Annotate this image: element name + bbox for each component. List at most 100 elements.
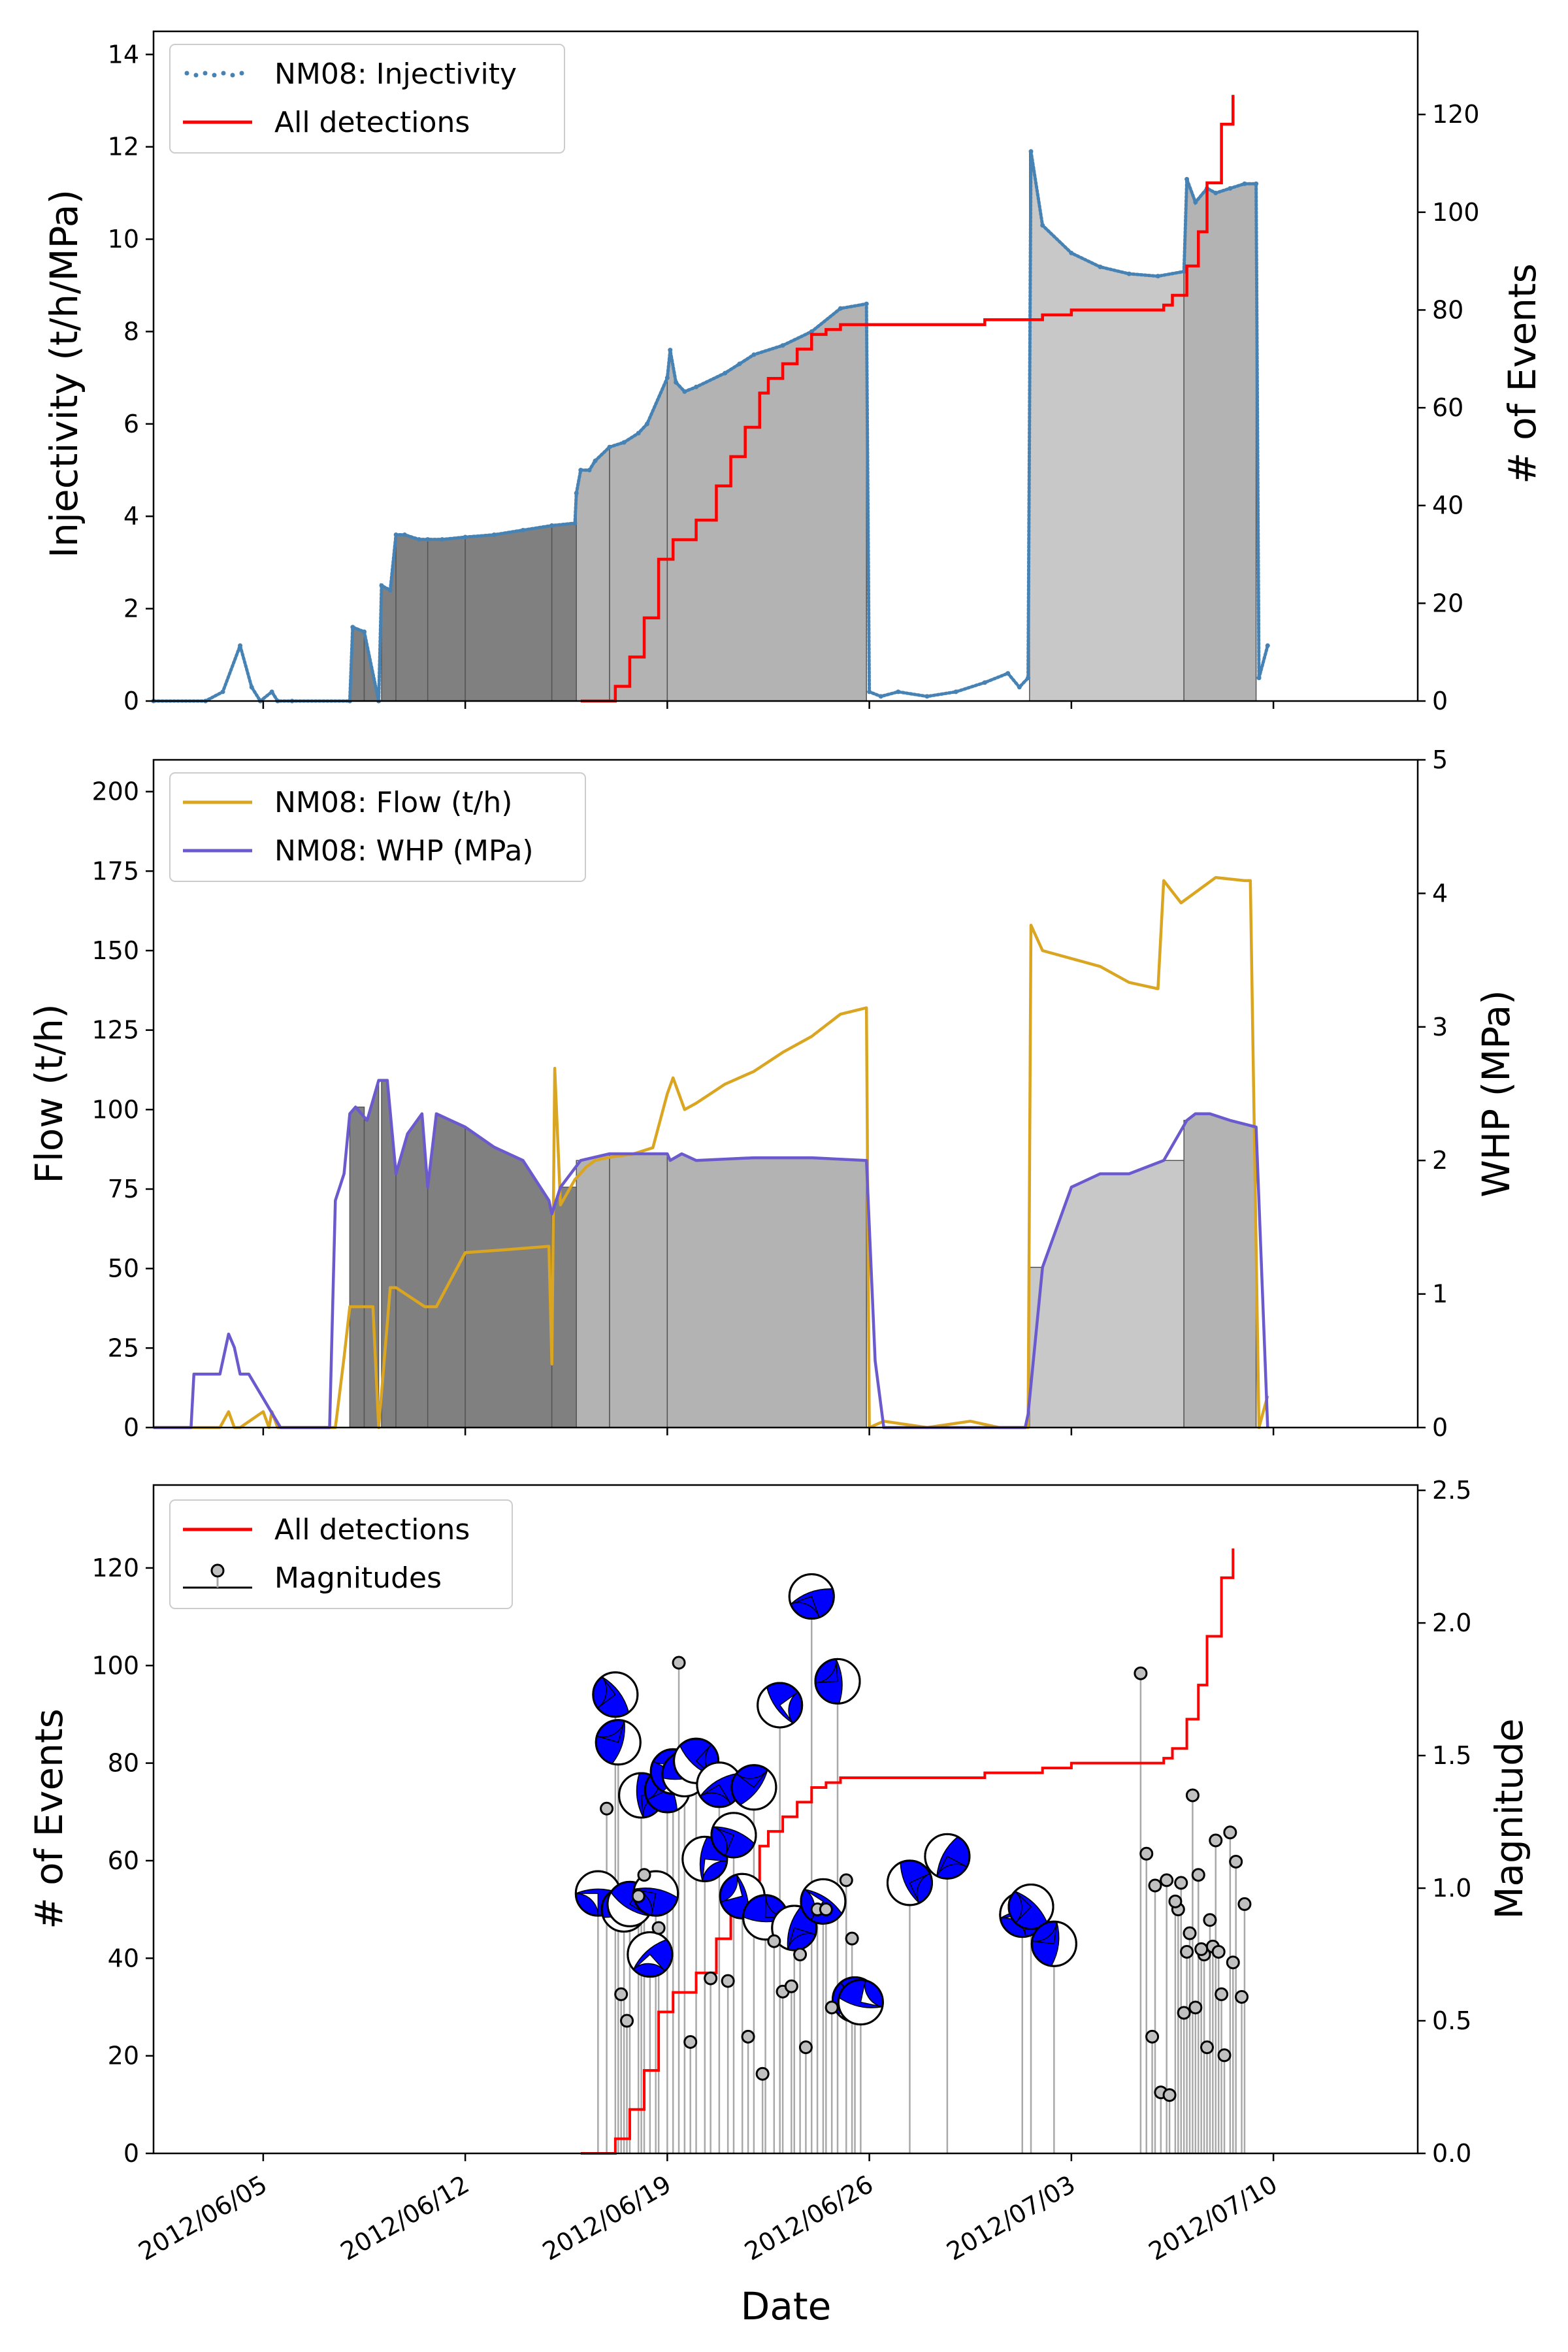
beachball-rim bbox=[800, 1878, 847, 1925]
legend-injectivity-dot bbox=[230, 73, 235, 78]
magnitude-marker bbox=[1194, 1942, 1209, 1956]
legend-injectivity-marker bbox=[184, 71, 244, 78]
mid-injection-interval-fill bbox=[551, 1186, 577, 1428]
magnitude-marker bbox=[1148, 1878, 1162, 1893]
injectivity-point bbox=[463, 534, 468, 540]
mid-right-tick-label: 4 bbox=[1432, 879, 1448, 907]
magnitude-marker bbox=[1183, 1926, 1197, 1940]
panel-injectivity: 0 2 4 6 8 10 12 14 0 20 40 60 80 100 120 Injectivity (… bbox=[42, 30, 1544, 715]
injectivity-point bbox=[644, 421, 649, 427]
magnitude-marker bbox=[683, 2035, 698, 2049]
magnitude-marker bbox=[1139, 1846, 1154, 1861]
beachball-rim bbox=[1030, 1920, 1077, 1967]
injectivity-point bbox=[593, 458, 598, 463]
injectivity-point bbox=[549, 523, 555, 528]
mid-injection-interval-fill bbox=[465, 1126, 553, 1428]
injectivity-point bbox=[723, 370, 728, 376]
legend-magnitudes-label: Magnitudes bbox=[274, 1561, 442, 1595]
bot-left-tick-label: 100 bbox=[91, 1651, 139, 1680]
focal-mechanism-beachball bbox=[886, 1859, 933, 1906]
beachball-nodal-sector bbox=[596, 1720, 625, 1743]
injectivity-point bbox=[269, 689, 274, 694]
mid-right-tick-label: 3 bbox=[1432, 1013, 1448, 1041]
magnitude-marker bbox=[1145, 2029, 1160, 2044]
focal-mechanism-beachball bbox=[627, 1931, 674, 1978]
flow-axis-label: Flow (t/h) bbox=[27, 1004, 71, 1183]
whp-axis-label: WHP (MPa) bbox=[1474, 990, 1518, 1198]
top-injection-interval-fill bbox=[395, 534, 429, 702]
beachball-rim bbox=[1007, 1883, 1054, 1930]
injectivity-point bbox=[621, 440, 627, 445]
mid-left-tick-label: 200 bbox=[91, 777, 139, 806]
top-axes: 0 2 4 6 8 10 12 14 0 20 40 60 80 100 120 bbox=[108, 30, 1480, 715]
beachball-nodal-sector bbox=[779, 1691, 798, 1723]
date-tick-label: 2012/06/19 bbox=[538, 2170, 676, 2266]
injectivity-point bbox=[838, 306, 843, 311]
magnitude-marker bbox=[825, 2001, 839, 2015]
injectivity-point bbox=[402, 532, 407, 538]
injectivity-trace bbox=[152, 151, 1269, 704]
magnitude-marker bbox=[755, 2066, 770, 2081]
top-right-tick-label: 120 bbox=[1432, 100, 1480, 129]
focal-mechanism-beachball bbox=[1030, 1920, 1077, 1967]
magnitude-marker bbox=[1191, 1868, 1205, 1882]
magnitude-markers bbox=[574, 1573, 1252, 2102]
focal-mechanism-beachball bbox=[681, 1835, 728, 1882]
mid-injection-interval-fill bbox=[609, 1153, 668, 1428]
top-injection-interval-fill bbox=[465, 525, 553, 702]
legend-injectivity-dot bbox=[239, 71, 244, 76]
injectivity-point bbox=[682, 389, 687, 394]
mid-left-tick-label: 25 bbox=[108, 1333, 139, 1362]
top-left-tick-label: 14 bbox=[108, 40, 139, 69]
magnitude-marker bbox=[1162, 2088, 1177, 2102]
injectivity-point bbox=[674, 380, 679, 385]
magnitude-marker bbox=[721, 1974, 735, 1988]
beachball-rim bbox=[595, 1719, 642, 1766]
injectivity-point bbox=[1040, 223, 1045, 228]
magnitude-marker bbox=[620, 2014, 634, 2028]
top-left-tick-label: 10 bbox=[108, 225, 139, 253]
magnitude-marker bbox=[819, 1903, 833, 1917]
bot-right-tick-label: 0.0 bbox=[1432, 2139, 1471, 2168]
focal-mechanism-beachball bbox=[730, 1764, 777, 1811]
magnitude-marker bbox=[1168, 1894, 1183, 1908]
injectivity-point bbox=[1005, 671, 1011, 676]
focal-mechanism-beachball bbox=[595, 1719, 642, 1766]
bot-axes: 0 20 40 60 80 100 120 0.0 0.5 1.0 1.5 2.0 2.5 bbox=[91, 1476, 1471, 2168]
detections-step-top bbox=[580, 95, 1235, 703]
beachball-rim bbox=[788, 1573, 835, 1620]
magnitude-marker bbox=[793, 1948, 808, 1962]
magnitude-marker bbox=[600, 1801, 614, 1816]
injectivity-point bbox=[249, 685, 254, 690]
injectivity-point bbox=[1242, 181, 1247, 186]
detections-step-bottom bbox=[580, 1548, 1235, 2155]
top-left-tick-label: 2 bbox=[123, 595, 139, 623]
magnitude-marker bbox=[1160, 1873, 1174, 1887]
magnitude-marker bbox=[1174, 1876, 1188, 1890]
magnitude-marker bbox=[784, 1979, 798, 1993]
bot-right-tick-label: 2.0 bbox=[1432, 1609, 1471, 1637]
top-injection-interval-fill bbox=[1183, 178, 1257, 702]
beachball-rim bbox=[814, 1658, 861, 1705]
mid-injection-interval-fill bbox=[1029, 1160, 1184, 1428]
date-tick-label: 2012/06/12 bbox=[336, 2170, 474, 2266]
injectivity-point bbox=[867, 689, 872, 694]
beachball-nodal-sector bbox=[702, 1858, 727, 1882]
injectivity-point bbox=[1155, 274, 1160, 279]
mid-injection-interval-fill bbox=[1183, 1113, 1257, 1428]
bot-right-tick-label: 0.5 bbox=[1432, 2006, 1471, 2035]
injectivity-point bbox=[982, 680, 987, 685]
injectivity-point bbox=[809, 329, 814, 334]
injectivity-point bbox=[896, 689, 901, 694]
top-right-tick-label: 40 bbox=[1432, 491, 1463, 520]
bot-right-tick-label: 2.5 bbox=[1432, 1476, 1471, 1505]
legend-mid: NM08: Flow (t/h) NM08: WHP (MPa) bbox=[169, 772, 586, 882]
beachball-nodal-sector bbox=[634, 1888, 657, 1916]
legend-injectivity-dot bbox=[212, 73, 217, 78]
top-left-tick-label: 0 bbox=[123, 687, 139, 715]
top-left-tick-label: 4 bbox=[123, 502, 139, 531]
injectivity-point bbox=[1026, 676, 1031, 681]
bot-left-tick-label: 120 bbox=[91, 1554, 139, 1582]
